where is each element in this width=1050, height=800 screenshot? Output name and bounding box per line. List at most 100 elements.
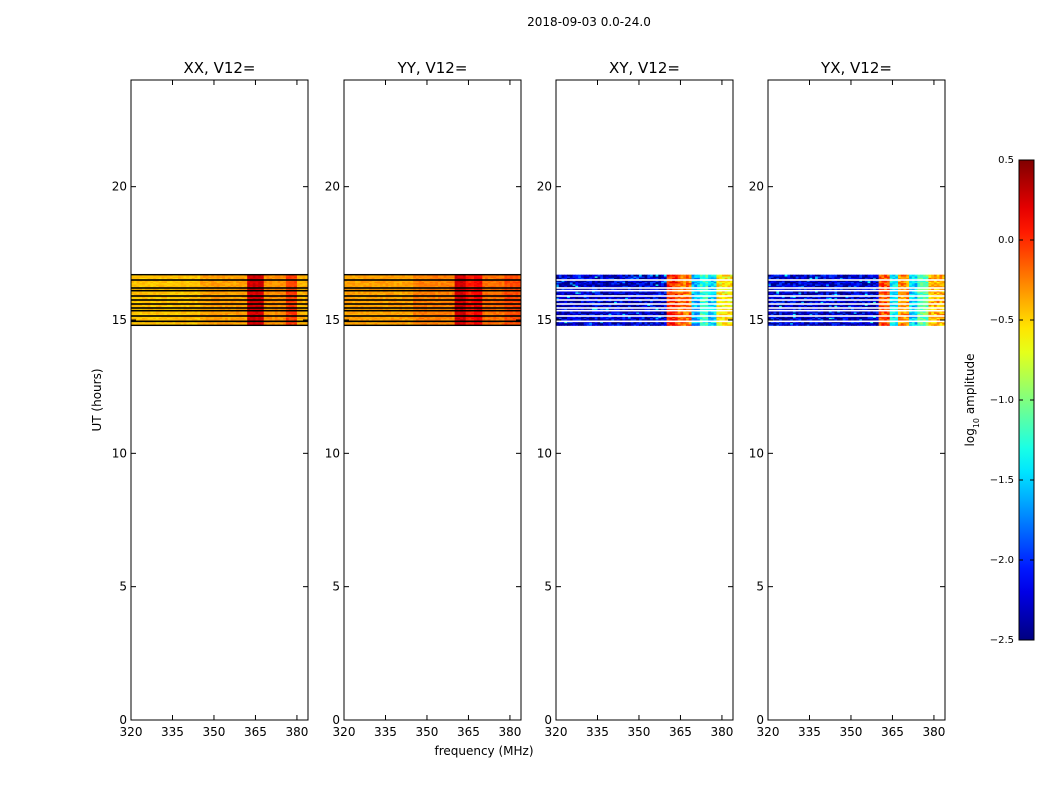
heatmap <box>768 274 945 326</box>
y-tick-label: 0 <box>756 713 764 727</box>
gap-row <box>768 303 945 305</box>
y-tick-label: 10 <box>537 446 552 460</box>
panel-title: XX, V12= <box>183 59 255 77</box>
y-tick-label: 0 <box>332 713 340 727</box>
gap-row <box>344 299 521 301</box>
gap-row <box>344 303 521 305</box>
gap-row <box>768 287 945 289</box>
gap-row <box>768 289 945 292</box>
colorbar-tick-label: −0.5 <box>990 315 1014 326</box>
y-tick-label: 5 <box>332 580 340 594</box>
gap-row <box>768 299 945 301</box>
gap-row <box>768 307 945 309</box>
x-tick-label: 380 <box>285 725 308 739</box>
y-tick-label: 5 <box>756 580 764 594</box>
gap-row <box>344 315 521 317</box>
y-tick-label: 10 <box>749 446 764 460</box>
x-tick-label: 380 <box>922 725 945 739</box>
gap-row <box>556 307 733 309</box>
x-tick-label: 380 <box>710 725 733 739</box>
gap-row <box>768 279 945 281</box>
gap-row <box>556 303 733 305</box>
gap-row <box>344 324 521 327</box>
y-axis-label: UT (hours) <box>90 368 104 431</box>
x-tick-label: 350 <box>840 725 863 739</box>
gap-row <box>131 287 308 289</box>
gap-row <box>768 320 945 323</box>
gap-row <box>131 307 308 309</box>
gap-row <box>768 309 945 312</box>
x-tick-label: 350 <box>416 725 439 739</box>
panel-title: YX, V12= <box>820 59 892 77</box>
gap-row <box>556 315 733 317</box>
panel-2: YY, V12= 320 335 350 365 380 0 5 10 15 20 <box>325 59 522 739</box>
panel-1: XX, V12= 320 335 350 365 380 0 5 10 15 20 <box>112 59 309 739</box>
gap-row <box>131 299 308 301</box>
x-tick-label: 335 <box>798 725 821 739</box>
gap-row <box>131 303 308 305</box>
y-tick-label: 5 <box>544 580 552 594</box>
x-tick-label: 320 <box>333 725 356 739</box>
figure-suptitle: 2018-09-03 0.0-24.0 <box>527 15 651 29</box>
x-tick-label: 335 <box>374 725 397 739</box>
gap-row <box>131 320 308 323</box>
panel-title: XY, V12= <box>609 59 680 77</box>
gap-row <box>344 279 521 281</box>
y-tick-label: 20 <box>537 180 552 194</box>
gap-row <box>131 295 308 297</box>
gap-row <box>556 287 733 289</box>
y-tick-label: 15 <box>325 313 340 327</box>
gap-row <box>131 309 308 312</box>
y-tick-label: 15 <box>537 313 552 327</box>
gap-row <box>344 273 521 276</box>
y-tick-label: 15 <box>112 313 127 327</box>
panels-group: XX, V12= 320 335 350 365 380 0 5 10 15 20 YY, V12= 3… <box>112 59 946 739</box>
x-tick-label: 320 <box>757 725 780 739</box>
gap-row <box>768 295 945 297</box>
colorbar-tick-label: −1.0 <box>990 395 1014 406</box>
gap-row <box>556 279 733 281</box>
panel-title: YY, V12= <box>397 59 468 77</box>
panel-frame <box>343 79 522 721</box>
y-tick-label: 20 <box>749 180 764 194</box>
heatmap <box>131 273 308 327</box>
gap-row <box>556 309 733 312</box>
x-tick-label: 380 <box>498 725 521 739</box>
panel-3: XY, V12= 320 335 350 365 380 0 5 10 15 20 <box>537 59 734 739</box>
x-tick-label: 350 <box>628 725 651 739</box>
colorbar-tick-label: −2.0 <box>990 555 1014 566</box>
x-tick-label: 320 <box>545 725 568 739</box>
gap-row <box>344 289 521 292</box>
gap-row <box>556 295 733 297</box>
heatmap <box>556 274 733 326</box>
gap-row <box>556 289 733 292</box>
x-tick-label: 320 <box>120 725 143 739</box>
gap-row <box>131 273 308 276</box>
y-tick-label: 0 <box>544 713 552 727</box>
gap-row <box>131 279 308 281</box>
gap-row <box>344 287 521 289</box>
panel-frame <box>767 79 946 721</box>
x-tick-label: 365 <box>457 725 480 739</box>
gap-row <box>131 315 308 317</box>
gap-row <box>344 320 521 323</box>
y-tick-label: 0 <box>119 713 127 727</box>
x-tick-label: 335 <box>161 725 184 739</box>
y-tick-label: 20 <box>325 180 340 194</box>
gap-row <box>344 307 521 309</box>
gap-row <box>131 289 308 292</box>
x-tick-label: 350 <box>203 725 226 739</box>
y-tick-label: 10 <box>325 446 340 460</box>
y-tick-label: 20 <box>112 180 127 194</box>
gap-row <box>131 324 308 327</box>
colorbar-tick-label: 0.5 <box>998 155 1014 166</box>
panel-frame <box>130 79 309 721</box>
gap-row <box>556 299 733 301</box>
gap-row <box>556 320 733 323</box>
gap-row <box>344 295 521 297</box>
colorbar-tick-label: 0.0 <box>998 235 1014 246</box>
y-tick-label: 10 <box>112 446 127 460</box>
x-tick-label: 365 <box>669 725 692 739</box>
x-tick-label: 365 <box>881 725 904 739</box>
